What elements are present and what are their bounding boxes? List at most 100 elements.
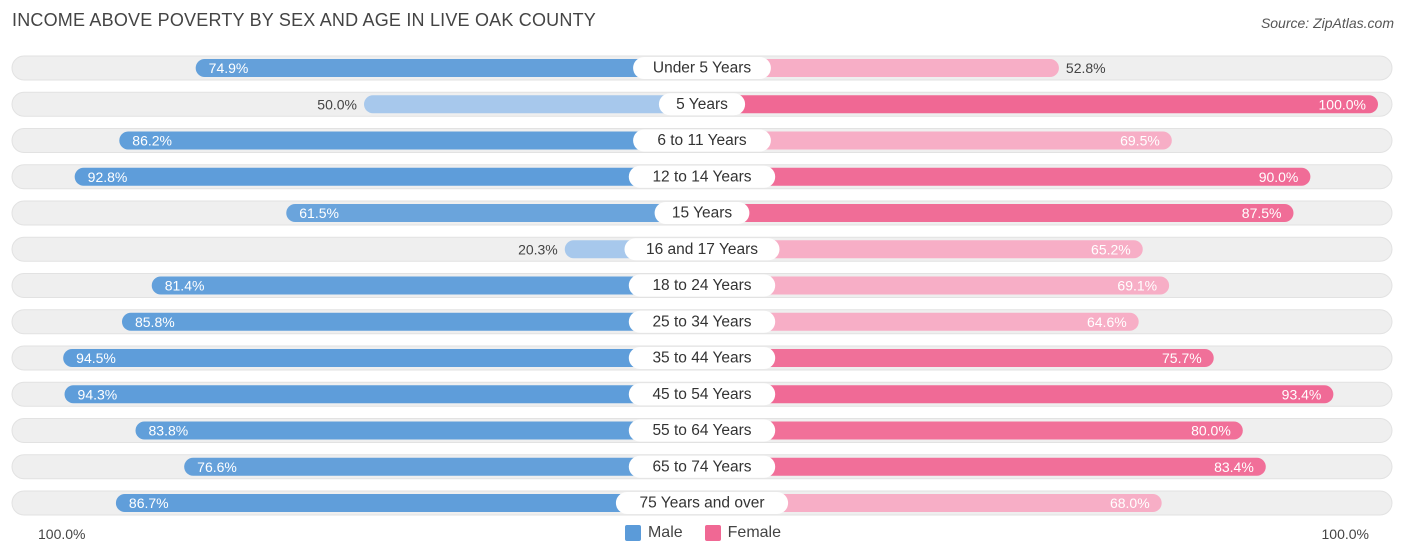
male-bar <box>119 131 702 150</box>
male-bar <box>195 59 702 77</box>
male-value-label: 94.5% <box>76 350 116 366</box>
category-label: 15 Years <box>672 205 733 222</box>
bar-row <box>11 200 1393 226</box>
female-value-label: 90.0% <box>1259 169 1299 185</box>
category-label: 16 and 17 Years <box>646 241 758 258</box>
legend-swatch-male <box>624 525 641 541</box>
category-label: 25 to 34 Years <box>652 313 751 330</box>
category-pill <box>654 202 750 224</box>
female-value-label: 69.5% <box>1120 133 1160 149</box>
male-value-label: 94.3% <box>78 386 118 402</box>
bar-row <box>11 128 1393 153</box>
female-bar <box>702 167 1311 186</box>
category-label: 5 Years <box>676 96 728 113</box>
axis-right-label: 100.0% <box>1321 526 1369 542</box>
category-label: 35 to 44 Years <box>652 350 751 367</box>
category-pill <box>628 455 776 478</box>
male-bar <box>135 421 703 440</box>
category-label: 65 to 74 Years <box>652 458 751 475</box>
category-label: 12 to 14 Years <box>652 168 751 185</box>
source-label: Source: ZipAtlas.com <box>1260 15 1394 31</box>
bar-row <box>11 454 1393 480</box>
chart-title: INCOME ABOVE POVERTY BY SEX AND AGE IN L… <box>12 10 596 30</box>
category-pill <box>628 383 776 406</box>
male-bar <box>121 312 702 331</box>
female-bar <box>702 349 1214 367</box>
male-value-label: 74.9% <box>209 60 249 76</box>
male-value-label: 86.7% <box>129 495 169 511</box>
male-bar <box>115 494 702 512</box>
female-bar <box>702 312 1139 331</box>
female-bar <box>702 457 1266 476</box>
bar-row <box>11 55 1393 81</box>
female-value-label: 80.0% <box>1191 423 1231 439</box>
bar-row <box>11 418 1393 443</box>
legend-label-female: Female <box>727 524 782 541</box>
legend-swatch-female <box>704 525 721 541</box>
category-pill <box>628 347 776 369</box>
female-bar <box>702 131 1172 150</box>
category-pill <box>628 419 776 442</box>
category-pill <box>633 129 771 152</box>
category-label: 55 to 64 Years <box>652 422 751 439</box>
male-value-label: 76.6% <box>197 459 237 475</box>
male-value-label: 92.8% <box>88 169 128 185</box>
bar-row <box>11 273 1393 298</box>
female-value-label: 100.0% <box>1319 96 1366 112</box>
male-value-label: 83.8% <box>149 423 189 439</box>
female-value-label: 75.7% <box>1162 350 1202 366</box>
female-bar <box>702 204 1294 222</box>
male-bar <box>286 204 702 222</box>
female-bar <box>702 421 1243 440</box>
category-label: 6 to 11 Years <box>657 132 747 149</box>
female-bar <box>702 240 1143 259</box>
category-pill <box>633 57 771 79</box>
female-value-label: 83.4% <box>1214 459 1254 475</box>
male-value-label: 20.3% <box>518 241 558 257</box>
category-pill <box>628 165 776 188</box>
category-pill <box>615 492 789 514</box>
female-value-label: 68.0% <box>1110 495 1150 511</box>
bar-row <box>11 490 1393 516</box>
category-pill <box>658 93 746 116</box>
female-value-label: 87.5% <box>1242 205 1282 221</box>
female-value-label: 64.6% <box>1087 314 1127 330</box>
bar-row <box>11 381 1393 407</box>
female-value-label: 69.1% <box>1117 278 1157 294</box>
male-bar <box>63 349 703 367</box>
female-bar <box>702 385 1334 404</box>
male-value-label: 61.5% <box>299 205 339 221</box>
category-pill <box>628 274 776 297</box>
category-label: 75 Years and over <box>640 495 765 512</box>
legend-item-male[interactable]: Male <box>624 524 683 542</box>
male-value-label: 85.8% <box>135 314 175 330</box>
female-bar <box>702 59 1059 77</box>
male-bar <box>74 167 702 186</box>
axis-left-label: 100.0% <box>38 526 86 542</box>
male-bar <box>64 385 703 404</box>
female-value-label: 52.8% <box>1066 60 1106 76</box>
female-value-label: 93.4% <box>1282 386 1322 402</box>
bar-row <box>11 91 1393 117</box>
female-value-label: 65.2% <box>1091 241 1131 257</box>
male-value-label: 50.0% <box>317 96 357 112</box>
bar-row <box>11 164 1393 190</box>
category-label: Under 5 Years <box>653 60 751 77</box>
legend-label-male: Male <box>647 524 683 541</box>
category-pill <box>628 310 776 333</box>
female-bar <box>702 276 1170 295</box>
bar-row <box>11 236 1393 262</box>
male-bar <box>151 276 703 295</box>
male-bar <box>364 95 702 114</box>
female-bar <box>702 95 1378 114</box>
male-value-label: 81.4% <box>165 278 205 294</box>
category-pill <box>624 238 780 261</box>
bar-row <box>11 309 1393 335</box>
female-bar <box>702 494 1162 512</box>
legend: Male Female <box>0 524 1406 542</box>
legend-item-female[interactable]: Female <box>704 524 782 542</box>
male-bar <box>184 457 702 476</box>
category-label: 18 to 24 Years <box>652 277 751 294</box>
category-label: 45 to 54 Years <box>652 386 751 403</box>
